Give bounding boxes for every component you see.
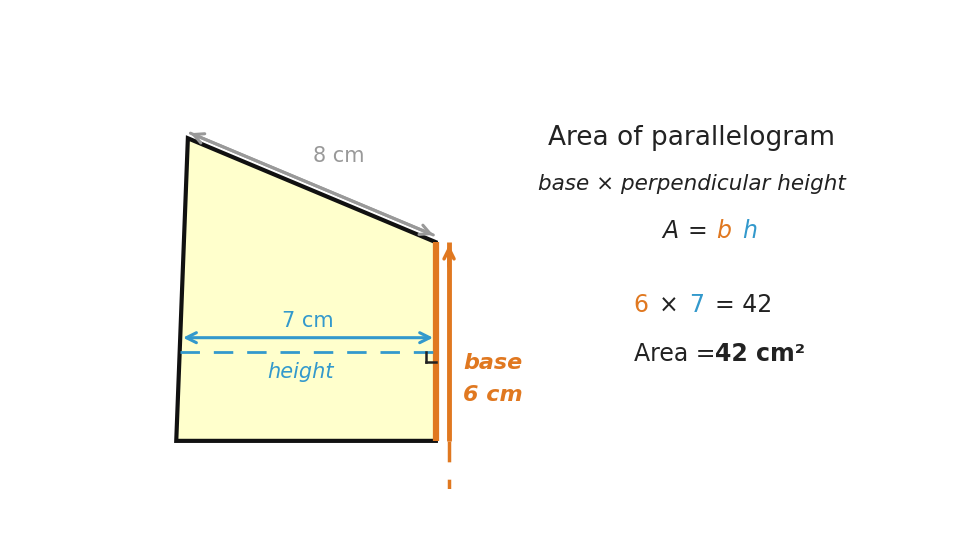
- Text: height: height: [266, 362, 333, 382]
- Text: =: =: [688, 219, 708, 243]
- Text: 6: 6: [633, 293, 648, 317]
- Text: 7: 7: [689, 293, 705, 317]
- Text: Area =: Area =: [633, 342, 722, 366]
- Text: Area of parallelogram: Area of parallelogram: [549, 125, 835, 152]
- Text: 7 cm: 7 cm: [282, 311, 334, 330]
- Text: 42 cm²: 42 cm²: [714, 342, 805, 366]
- Text: ×: ×: [658, 293, 678, 317]
- Text: = 42: = 42: [714, 293, 772, 317]
- Text: 6 cm: 6 cm: [463, 385, 522, 405]
- Text: 8 cm: 8 cm: [313, 145, 365, 166]
- Text: h: h: [742, 219, 757, 243]
- Text: b: b: [716, 219, 731, 243]
- Text: base × perpendicular height: base × perpendicular height: [538, 175, 845, 194]
- Text: base: base: [463, 352, 522, 373]
- Polygon shape: [177, 138, 436, 441]
- Text: $A$: $A$: [661, 219, 678, 243]
